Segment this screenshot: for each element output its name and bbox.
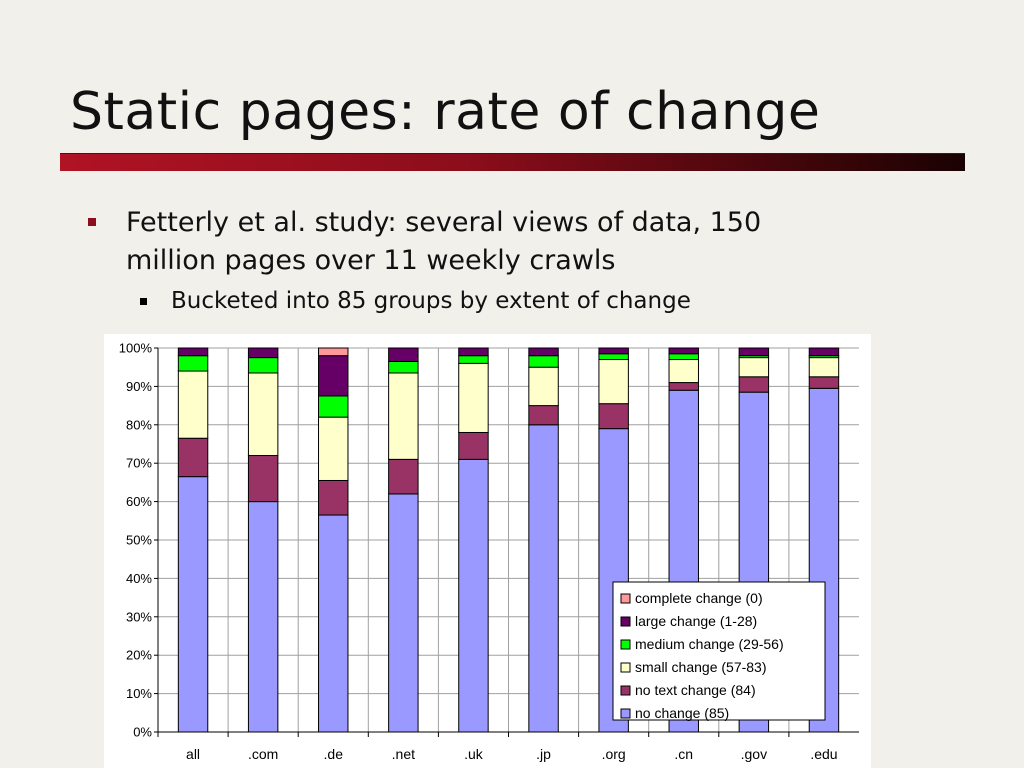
x-tick-label: .edu bbox=[810, 746, 837, 762]
legend-swatch bbox=[620, 708, 631, 719]
legend-swatch bbox=[620, 593, 631, 604]
bar-segment bbox=[388, 458, 419, 495]
bar-segment bbox=[528, 366, 559, 407]
y-tick-label: 60% bbox=[126, 494, 152, 509]
bar-segment bbox=[247, 372, 279, 457]
legend-label: medium change (29-56) bbox=[635, 636, 784, 652]
bar-segment bbox=[247, 347, 279, 359]
y-tick-label: 90% bbox=[126, 379, 152, 394]
bar-segment bbox=[177, 476, 209, 733]
legend-label: no text change (84) bbox=[635, 682, 756, 698]
stacked-bar-chart: 0% 10% 20% 30% 40% 50% 60% 70% 80% 90% 100% all .com… bbox=[104, 334, 871, 768]
y-tick-label: 40% bbox=[126, 571, 152, 586]
bar-segment bbox=[177, 370, 209, 439]
bar-segment bbox=[318, 416, 349, 481]
y-tick-label: 30% bbox=[126, 609, 152, 624]
x-tick-label: .gov bbox=[741, 746, 767, 762]
bar-segment bbox=[388, 493, 419, 733]
bar-segment bbox=[247, 455, 279, 503]
x-tick-label: .cn bbox=[674, 746, 693, 762]
bar-segment bbox=[388, 360, 419, 374]
legend-label: complete change (0) bbox=[635, 590, 763, 606]
bullet-text: Fetterly et al. study: several views of … bbox=[126, 207, 762, 276]
bar-segment bbox=[528, 424, 559, 733]
legend-swatch bbox=[620, 639, 631, 650]
bar-segment bbox=[458, 347, 489, 357]
bar-segment bbox=[598, 359, 629, 405]
sub-bullet-text: Bucketed into 85 groups by extent of cha… bbox=[171, 288, 691, 314]
bar-segment bbox=[318, 347, 349, 357]
bar-segment bbox=[598, 353, 629, 361]
y-tick-label: 80% bbox=[126, 417, 152, 432]
legend-label: large change (1-28) bbox=[635, 613, 757, 629]
bullet-marker bbox=[88, 218, 96, 226]
bar-segment bbox=[808, 376, 840, 389]
bar-segment bbox=[738, 347, 770, 357]
bar-segment bbox=[388, 347, 419, 362]
bar-segment bbox=[808, 357, 840, 378]
y-tick-label: 20% bbox=[126, 648, 152, 663]
bar-segment bbox=[458, 458, 489, 733]
x-tick-label: .org bbox=[602, 746, 626, 762]
bar-segment bbox=[668, 353, 699, 361]
legend-swatch bbox=[620, 662, 631, 673]
y-tick-label: 10% bbox=[126, 686, 152, 701]
y-tick-label: 70% bbox=[126, 456, 152, 471]
x-tick-label: all bbox=[186, 746, 200, 762]
bar-segment bbox=[668, 382, 699, 391]
bar-segment bbox=[528, 347, 559, 357]
bar-segment bbox=[668, 359, 699, 384]
bar-segment bbox=[598, 347, 629, 355]
bar-segment bbox=[458, 362, 489, 433]
slide-title: Static pages: rate of change bbox=[70, 82, 821, 142]
bar-segment bbox=[738, 357, 770, 378]
legend-swatch bbox=[620, 685, 631, 696]
bar-segment bbox=[318, 514, 349, 733]
x-tick-label: .uk bbox=[464, 746, 484, 762]
sub-bullet-marker bbox=[140, 298, 147, 305]
legend bbox=[612, 581, 826, 721]
title-divider bbox=[60, 153, 965, 171]
x-tick-label: .net bbox=[392, 746, 415, 762]
bar-segment bbox=[458, 431, 489, 460]
legend-label: no change (85) bbox=[635, 705, 729, 721]
bar-segment bbox=[738, 376, 770, 393]
x-tick-label: .de bbox=[324, 746, 344, 762]
y-tick-label: 50% bbox=[126, 533, 152, 548]
bar-segment bbox=[318, 395, 349, 418]
legend-swatch bbox=[620, 616, 631, 627]
bullet-level-2: Bucketed into 85 groups by extent of cha… bbox=[140, 285, 860, 317]
legend-label: small change (57-83) bbox=[635, 659, 767, 675]
bar-segment bbox=[247, 357, 279, 374]
y-tick-label: 100% bbox=[119, 341, 153, 356]
bar-segment bbox=[598, 403, 629, 430]
bar-segment bbox=[177, 355, 209, 372]
bar-segment bbox=[388, 372, 419, 460]
bar-segment bbox=[528, 355, 559, 368]
bar-segment bbox=[177, 347, 209, 357]
bar-segment bbox=[247, 501, 279, 733]
bar-segment bbox=[808, 347, 840, 357]
bar-segment bbox=[177, 437, 209, 478]
bar-segment bbox=[458, 355, 489, 364]
bar-segment bbox=[528, 405, 559, 426]
bar-segment bbox=[318, 355, 349, 397]
bullet-level-1: Fetterly et al. study: several views of … bbox=[88, 204, 848, 280]
x-tick-label: .com bbox=[248, 746, 278, 762]
bar-segment bbox=[668, 347, 699, 355]
chart-svg: 0% 10% 20% 30% 40% 50% 60% 70% 80% 90% 100% all .com… bbox=[119, 341, 859, 762]
y-tick-label: 0% bbox=[133, 725, 152, 740]
x-tick-label: .jp bbox=[536, 746, 551, 762]
bar-segment bbox=[318, 479, 349, 516]
